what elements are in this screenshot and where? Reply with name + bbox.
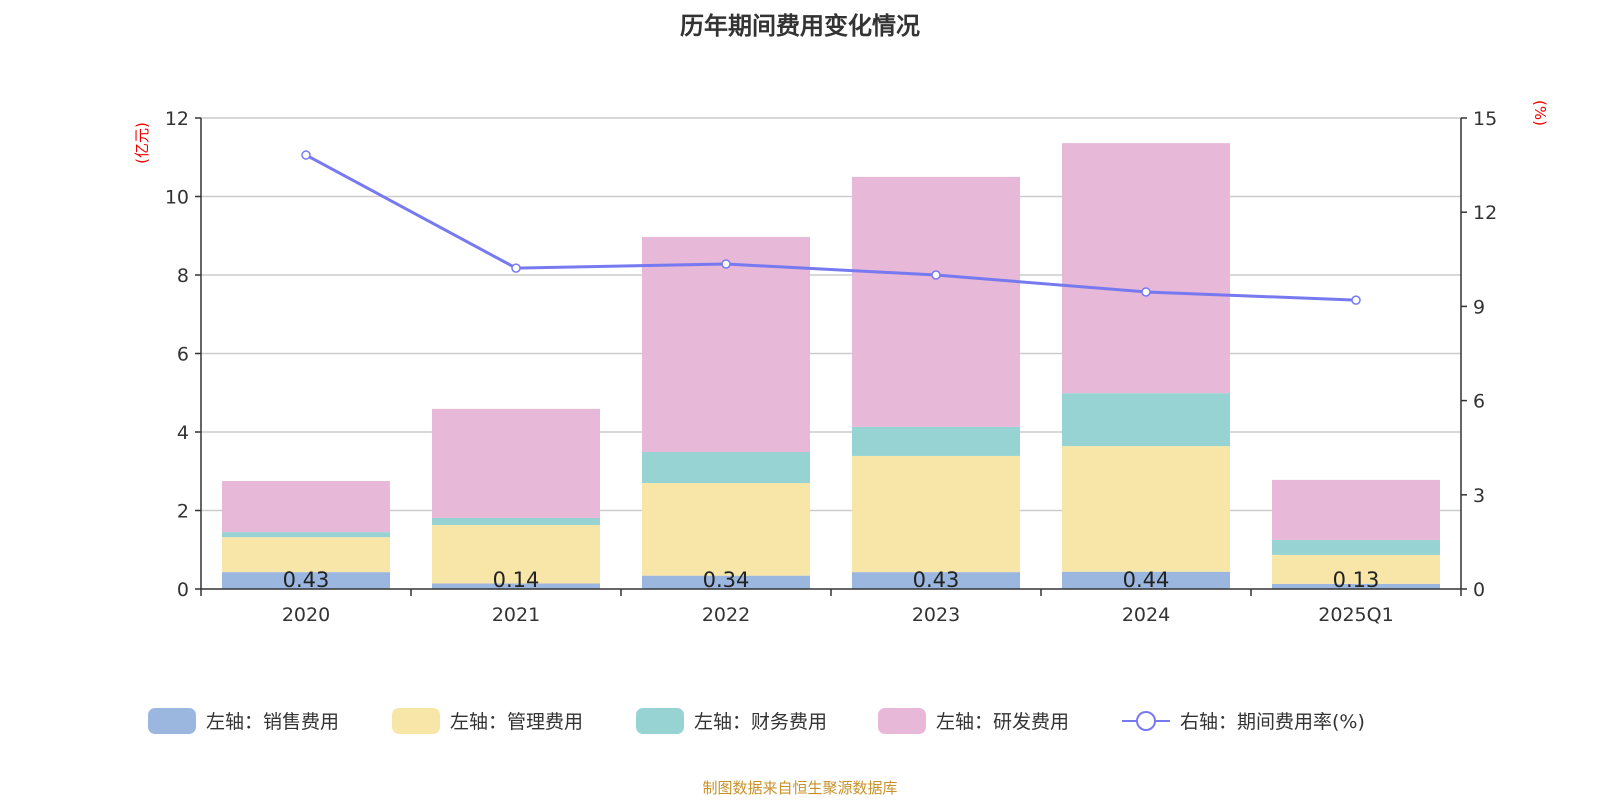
bar-segment (852, 455, 1020, 573)
right-axis-tick-label: 0 (1473, 579, 1485, 601)
legend-label: 左轴：销售费用 (206, 711, 339, 733)
bar-data-label: 0.43 (283, 568, 330, 592)
legend-label: 左轴：财务费用 (694, 711, 827, 733)
right-axis-tick-label: 9 (1473, 296, 1485, 318)
bar-data-label: 0.14 (493, 568, 540, 592)
rate-point (511, 263, 521, 273)
left-axis-tick-label: 12 (165, 108, 189, 130)
rate-point (931, 270, 941, 280)
bar-segment (642, 236, 810, 453)
left-axis-tick-label: 10 (165, 187, 189, 209)
x-axis-tick-label: 2020 (282, 604, 330, 626)
left-axis-tick-label: 4 (177, 422, 189, 444)
bar-segment (1272, 539, 1440, 555)
left-axis-label: (亿元) (133, 122, 151, 164)
right-axis-tick-label: 3 (1473, 485, 1485, 507)
bar-segment (222, 532, 390, 538)
bar-segment (222, 537, 390, 573)
rate-point (721, 259, 731, 269)
bar-segment (642, 575, 810, 589)
bar-data-label: 0.13 (1333, 568, 1380, 592)
left-axis-tick-label: 8 (177, 265, 189, 287)
legend-label: 左轴：管理费用 (450, 711, 583, 733)
bar-segment (1062, 571, 1230, 589)
bar-segment (852, 426, 1020, 456)
bar-segment (432, 525, 600, 584)
bar-segment (1062, 143, 1230, 394)
right-axis-tick-label: 12 (1473, 202, 1497, 224)
bar-data-label: 0.34 (703, 568, 750, 592)
right-axis-tick-label: 15 (1473, 108, 1497, 130)
bar-segment (222, 572, 390, 589)
bar-segment (852, 176, 1020, 427)
x-axis-tick-label: 2021 (492, 604, 540, 626)
legend-swatch (878, 708, 926, 734)
bar-segment (852, 572, 1020, 589)
legend-marker-icon (1136, 711, 1156, 731)
rate-point (1351, 295, 1361, 305)
bar-segment (432, 408, 600, 518)
bar-segment (1272, 479, 1440, 540)
right-axis-label: (%) (1531, 100, 1549, 126)
x-axis-tick-label: 2025Q1 (1318, 604, 1393, 626)
right-axis-tick-label: 6 (1473, 391, 1485, 413)
rate-line (305, 153, 1357, 302)
bar-data-label: 0.43 (913, 568, 960, 592)
rate-point (1141, 287, 1151, 297)
bar-segment (642, 452, 810, 484)
x-axis-tick-label: 2023 (912, 604, 960, 626)
bar-segment (432, 583, 600, 589)
legend-label: 左轴：研发费用 (936, 711, 1069, 733)
legend-swatch (636, 708, 684, 734)
x-axis-tick-label: 2022 (702, 604, 750, 626)
bar-segment (1272, 583, 1440, 589)
bar-segment (1062, 393, 1230, 447)
bar-segment (642, 483, 810, 576)
bar-segment (1272, 554, 1440, 584)
bar-segment (432, 517, 600, 526)
legend-swatch (392, 708, 440, 734)
bar-segment (1062, 446, 1230, 572)
bar-segment (222, 481, 390, 533)
left-axis-tick-label: 6 (177, 344, 189, 366)
legend-label: 右轴：期间费用率(%) (1180, 711, 1365, 733)
x-axis-tick-label: 2024 (1122, 604, 1170, 626)
left-axis-tick-label: 0 (177, 579, 189, 601)
chart-title: 历年期间费用变化情况 (680, 12, 920, 40)
bar-data-label: 0.44 (1123, 568, 1170, 592)
legend-swatch (148, 708, 196, 734)
source-note: 制图数据来自恒生聚源数据库 (702, 779, 898, 797)
left-axis-tick-label: 2 (177, 501, 189, 523)
rate-point (301, 150, 311, 160)
